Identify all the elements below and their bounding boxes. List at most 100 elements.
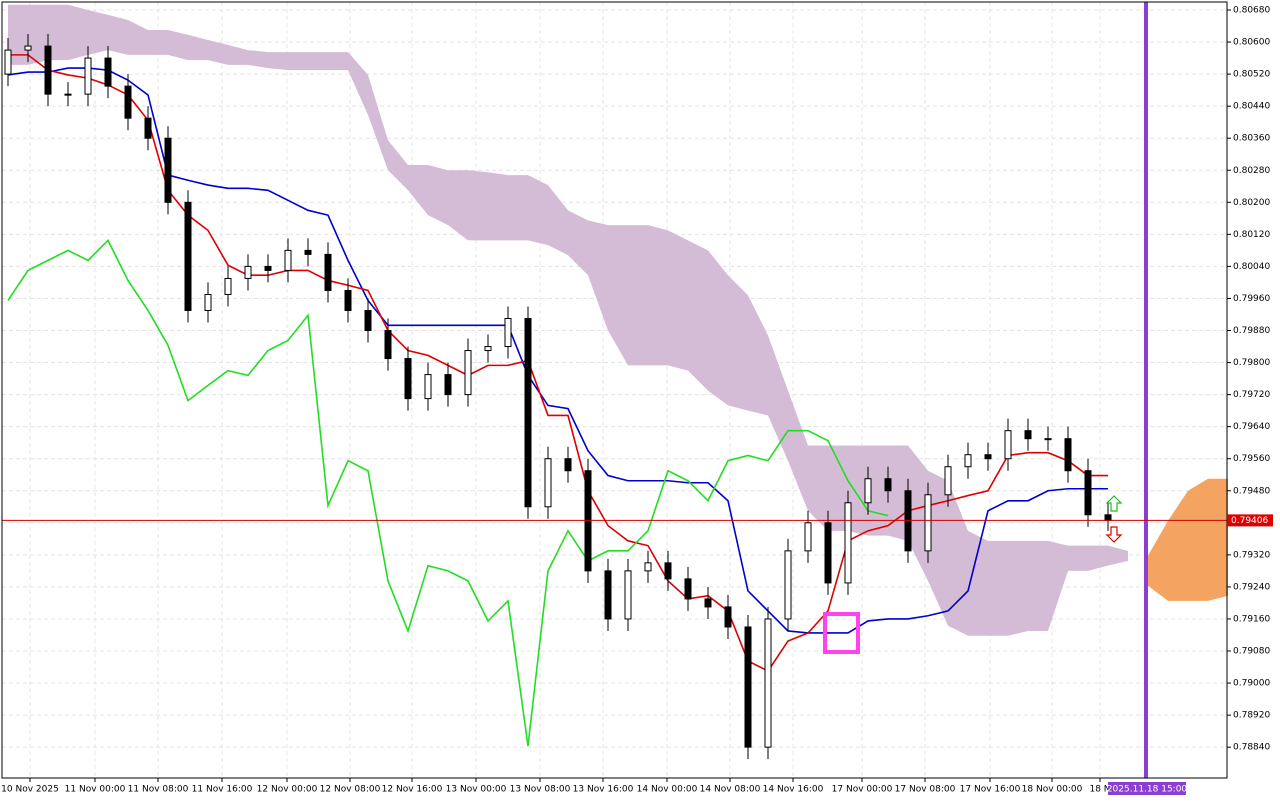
candle-body: [944, 466, 952, 496]
y-tick-label: 0.79720: [1233, 390, 1270, 400]
candle-body: [884, 478, 892, 492]
candle-body: [924, 494, 932, 552]
x-tick-label: 11 Nov 16:00: [192, 785, 253, 795]
candle-body: [164, 137, 172, 203]
candle-body: [524, 317, 532, 508]
candle-body: [404, 358, 412, 400]
candle-body: [504, 317, 512, 348]
y-tick-label: 0.80520: [1233, 70, 1270, 80]
candle-body: [44, 45, 52, 95]
cloud: [1148, 478, 1228, 601]
candle-body: [184, 201, 192, 311]
indicator-line: [7, 239, 889, 747]
candle-body: [564, 458, 572, 472]
y-tick-label: 0.79240: [1233, 582, 1270, 592]
y-tick-label: 0.79000: [1233, 679, 1270, 689]
arrow-up: [1105, 495, 1123, 512]
x-tick-label: 13 Nov 08:00: [510, 785, 571, 795]
x-tick-label: 17 Nov 16:00: [960, 785, 1021, 795]
price-label-bg: [1227, 514, 1273, 527]
x-tick-label: 12 Nov 00:00: [257, 785, 318, 795]
x-tick-label: 13 Nov 16:00: [573, 785, 634, 795]
y-tick-label: 0.78840: [1233, 743, 1270, 753]
candle-body: [384, 330, 392, 360]
y-tick-label: 0.79560: [1233, 454, 1270, 464]
highlight-box: [823, 612, 860, 654]
candle-body: [284, 249, 292, 271]
y-tick-label: 0.80360: [1233, 134, 1270, 144]
arrow-down: [1105, 526, 1123, 543]
x-tick-label: 14 Nov 00:00: [637, 785, 698, 795]
candle-body: [264, 265, 272, 271]
candle-body: [1004, 430, 1012, 460]
candle-body: [1044, 438, 1052, 441]
candle-body: [84, 57, 92, 95]
plot-frame: [1, 1, 1228, 779]
y-tick-label: 0.79640: [1233, 422, 1270, 432]
candle-body: [344, 289, 352, 311]
x-tick-label: 14 Nov 08:00: [700, 785, 761, 795]
candle-body: [744, 626, 752, 748]
candle-body: [444, 374, 452, 396]
x-tick-label: 12 Nov 16:00: [382, 785, 443, 795]
candle-body: [4, 49, 12, 75]
y-tick-label: 0.80200: [1233, 198, 1270, 208]
x-tick-label: 17 Nov 08:00: [895, 785, 956, 795]
y-tick-label: 0.80280: [1233, 166, 1270, 176]
cursor-label: 2025.11.18 15:00: [1107, 785, 1188, 795]
candle-body: [964, 454, 972, 468]
price-label: 0.79406: [1231, 516, 1268, 526]
candle-body: [664, 562, 672, 580]
x-tick-label: 11 Nov 08:00: [128, 785, 189, 795]
candle-body: [124, 85, 132, 119]
axes: 0.78840 0.78920 0.79000 0.79080 0.79160 0.792…: [1, 6, 1273, 795]
candle-body: [484, 346, 492, 352]
x-tick-label: 18 Nov 00:00: [1022, 785, 1083, 795]
candle-body: [104, 57, 112, 87]
candle-body: [684, 578, 692, 600]
candle-body: [1084, 470, 1092, 516]
y-tick-label: 0.79960: [1233, 294, 1270, 304]
candle-body: [824, 522, 832, 584]
x-tick-label: 12 Nov 08:00: [320, 785, 381, 795]
y-tick-label: 0.80680: [1233, 6, 1270, 16]
x-tick-label: 11 Nov 00:00: [65, 785, 126, 795]
y-tick-label: 0.78920: [1233, 711, 1270, 721]
candle-body: [544, 458, 552, 508]
indicator-line: [7, 67, 1108, 634]
candle-body: [424, 374, 432, 400]
y-tick-label: 0.79160: [1233, 614, 1270, 624]
candle-body: [604, 570, 612, 620]
candle-body: [644, 562, 652, 572]
candle-body: [1064, 438, 1072, 472]
y-tick-label: 0.80440: [1233, 102, 1270, 112]
candle-body: [304, 249, 312, 255]
candle-body: [984, 454, 992, 460]
y-tick-label: 0.79080: [1233, 647, 1270, 657]
candle-body: [784, 550, 792, 620]
candle-body: [844, 502, 852, 584]
candle-body: [24, 45, 32, 51]
plot: [2, 2, 1228, 778]
x-tick-label: 17 Nov 00:00: [832, 785, 893, 795]
candle-body: [864, 478, 872, 504]
candle-body: [224, 277, 232, 295]
x-tick-label: 18 N: [1089, 785, 1110, 795]
candle-body: [324, 253, 332, 291]
candle-body: [624, 570, 632, 620]
x-tick-label: 10 Nov 2025: [1, 785, 59, 795]
y-tick-label: 0.79880: [1233, 326, 1270, 336]
candle-body: [764, 618, 772, 748]
candle-body: [64, 93, 72, 96]
candle-body: [724, 606, 732, 628]
candle-body: [804, 522, 812, 552]
candle-body: [144, 117, 152, 139]
y-tick-label: 0.79320: [1233, 550, 1270, 560]
candle-body: [464, 350, 472, 396]
cursor-label-bg: [1108, 782, 1186, 795]
cloud: [8, 4, 1128, 636]
candle-body: [704, 598, 712, 608]
candle-body: [1024, 430, 1032, 440]
